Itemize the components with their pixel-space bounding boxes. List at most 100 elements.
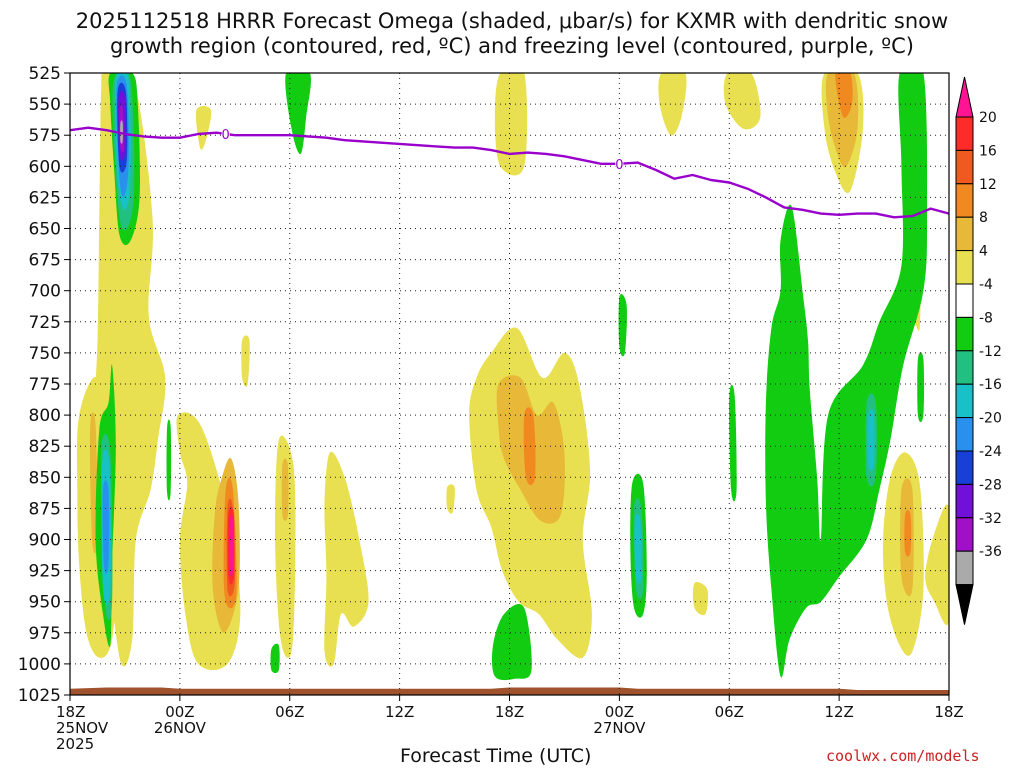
colorbar-swatch (955, 216, 974, 252)
colorbar-swatch (955, 350, 974, 385)
colorbar-swatch (955, 116, 974, 151)
colorbar-label: 4 (979, 244, 988, 260)
omega-region (618, 294, 627, 357)
colorbar-bottom-arrow (955, 584, 974, 625)
x-tick-label: 2025 (56, 735, 94, 753)
x-tick-label: 26NOV (154, 719, 207, 737)
colorbar-label: -24 (979, 444, 1002, 460)
x-tick-label: 06Z (715, 703, 744, 721)
omega-region (281, 458, 289, 521)
colorbar-label: -28 (979, 477, 1002, 493)
omega-region (275, 435, 296, 658)
omega-region (491, 603, 532, 681)
colorbar-label: -8 (979, 310, 993, 326)
omega-region (904, 509, 912, 557)
chart-title-line2: growth region (contoured, red, ºC) and f… (110, 34, 914, 58)
y-tick-label: 575 (29, 126, 61, 146)
freezing-level-line (70, 126, 949, 219)
y-tick-label: 550 (29, 95, 61, 115)
colorbar-label: 8 (979, 210, 988, 226)
y-tick-label: 700 (29, 282, 61, 302)
colorbar-swatch (955, 517, 974, 552)
colorbar-swatch (955, 550, 974, 586)
colorbar-swatch (955, 383, 974, 419)
x-tick-label: 00Z (605, 703, 634, 721)
omega-region (228, 514, 234, 577)
y-tick-label: 525 (29, 64, 61, 84)
y-tick-label: 650 (29, 220, 61, 240)
omega-region (835, 73, 853, 118)
colorbar: 20 16 12 8 4 -4 -8 -12 -16 -20 -24 -28 -32 -36 (955, 76, 1002, 625)
colorbar-swatch (955, 183, 974, 218)
omega-region (241, 335, 250, 387)
x-tick-label: 12Z (385, 703, 414, 721)
omega-region (925, 504, 949, 626)
colorbar-label: 20 (979, 110, 997, 126)
x-tick-label: 18Z (495, 703, 524, 721)
y-tick-label: 625 (29, 188, 61, 208)
x-tick-label: 06Z (275, 703, 304, 721)
colorbar-label: -16 (979, 377, 1002, 393)
colorbar-swatch (955, 250, 974, 285)
omega-region (658, 73, 687, 136)
x-tick-label: 00Z (165, 703, 194, 721)
freezing-level-label: 0 (222, 128, 230, 143)
freezing-level-contour: 00 (70, 126, 949, 219)
y-tick-label: 850 (29, 468, 61, 488)
omega-region (166, 419, 172, 501)
y-tick-label: 825 (29, 437, 61, 457)
y-tick-label: 1000 (18, 655, 61, 675)
omega-region (723, 73, 761, 130)
freezing-label-bg (221, 126, 230, 141)
omega-region (867, 408, 875, 472)
colorbar-swatch (955, 450, 974, 485)
y-tick-label: 800 (29, 406, 61, 426)
omega-region (195, 106, 212, 150)
credit-text: coolwx.com/models (826, 747, 980, 765)
omega-region (270, 643, 280, 673)
omega-region (917, 352, 925, 423)
freezing-label-bg (615, 156, 624, 171)
x-tick-label: 25NOV (56, 719, 109, 737)
x-tick-label: 27NOV (593, 719, 646, 737)
colorbar-swatch (955, 417, 974, 452)
x-axis-label: Forecast Time (UTC) (400, 745, 592, 767)
omega-region (285, 73, 311, 154)
omega-region (765, 73, 928, 678)
colorbar-swatch (955, 149, 974, 185)
y-tick-label: 775 (29, 375, 61, 395)
colorbar-top-arrow (955, 76, 974, 118)
y-tick-label: 900 (29, 531, 61, 551)
y-tick-label: 750 (29, 344, 61, 364)
omega-region (446, 484, 455, 514)
x-tick-label: 18Z (934, 703, 963, 721)
y-tick-label: 600 (29, 157, 61, 177)
freezing-level-label: 0 (615, 158, 623, 173)
colorbar-label: -36 (979, 544, 1002, 560)
colorbar-label: -12 (979, 344, 1002, 360)
x-tick-label: 12Z (824, 703, 853, 721)
omega-region (494, 73, 528, 176)
colorbar-label: -20 (979, 411, 1002, 427)
colorbar-swatch (955, 483, 974, 519)
chart-title-line1: 2025112518 HRRR Forecast Omega (shaded, … (75, 9, 949, 33)
colorbar-label: 16 (979, 143, 997, 159)
y-tick-label: 925 (29, 562, 61, 582)
colorbar-swatch (955, 283, 974, 318)
y-tick-label: 675 (29, 251, 61, 271)
colorbar-swatch (955, 316, 974, 352)
colorbar-label: -32 (979, 511, 1002, 527)
omega-region (729, 384, 737, 502)
omega-region (634, 513, 642, 584)
omega-region (324, 451, 369, 667)
omega-region (523, 407, 536, 486)
y-tick-label: 875 (29, 499, 61, 519)
omega-region (102, 480, 110, 574)
colorbar-label: -4 (979, 277, 993, 293)
x-tick-label: 18Z (56, 703, 85, 721)
omega-region (120, 120, 123, 144)
y-tick-label: 950 (29, 593, 61, 613)
y-axis: 525 550 575 600 625 650 675 700 725 750 775 800 825 8… (18, 64, 70, 706)
